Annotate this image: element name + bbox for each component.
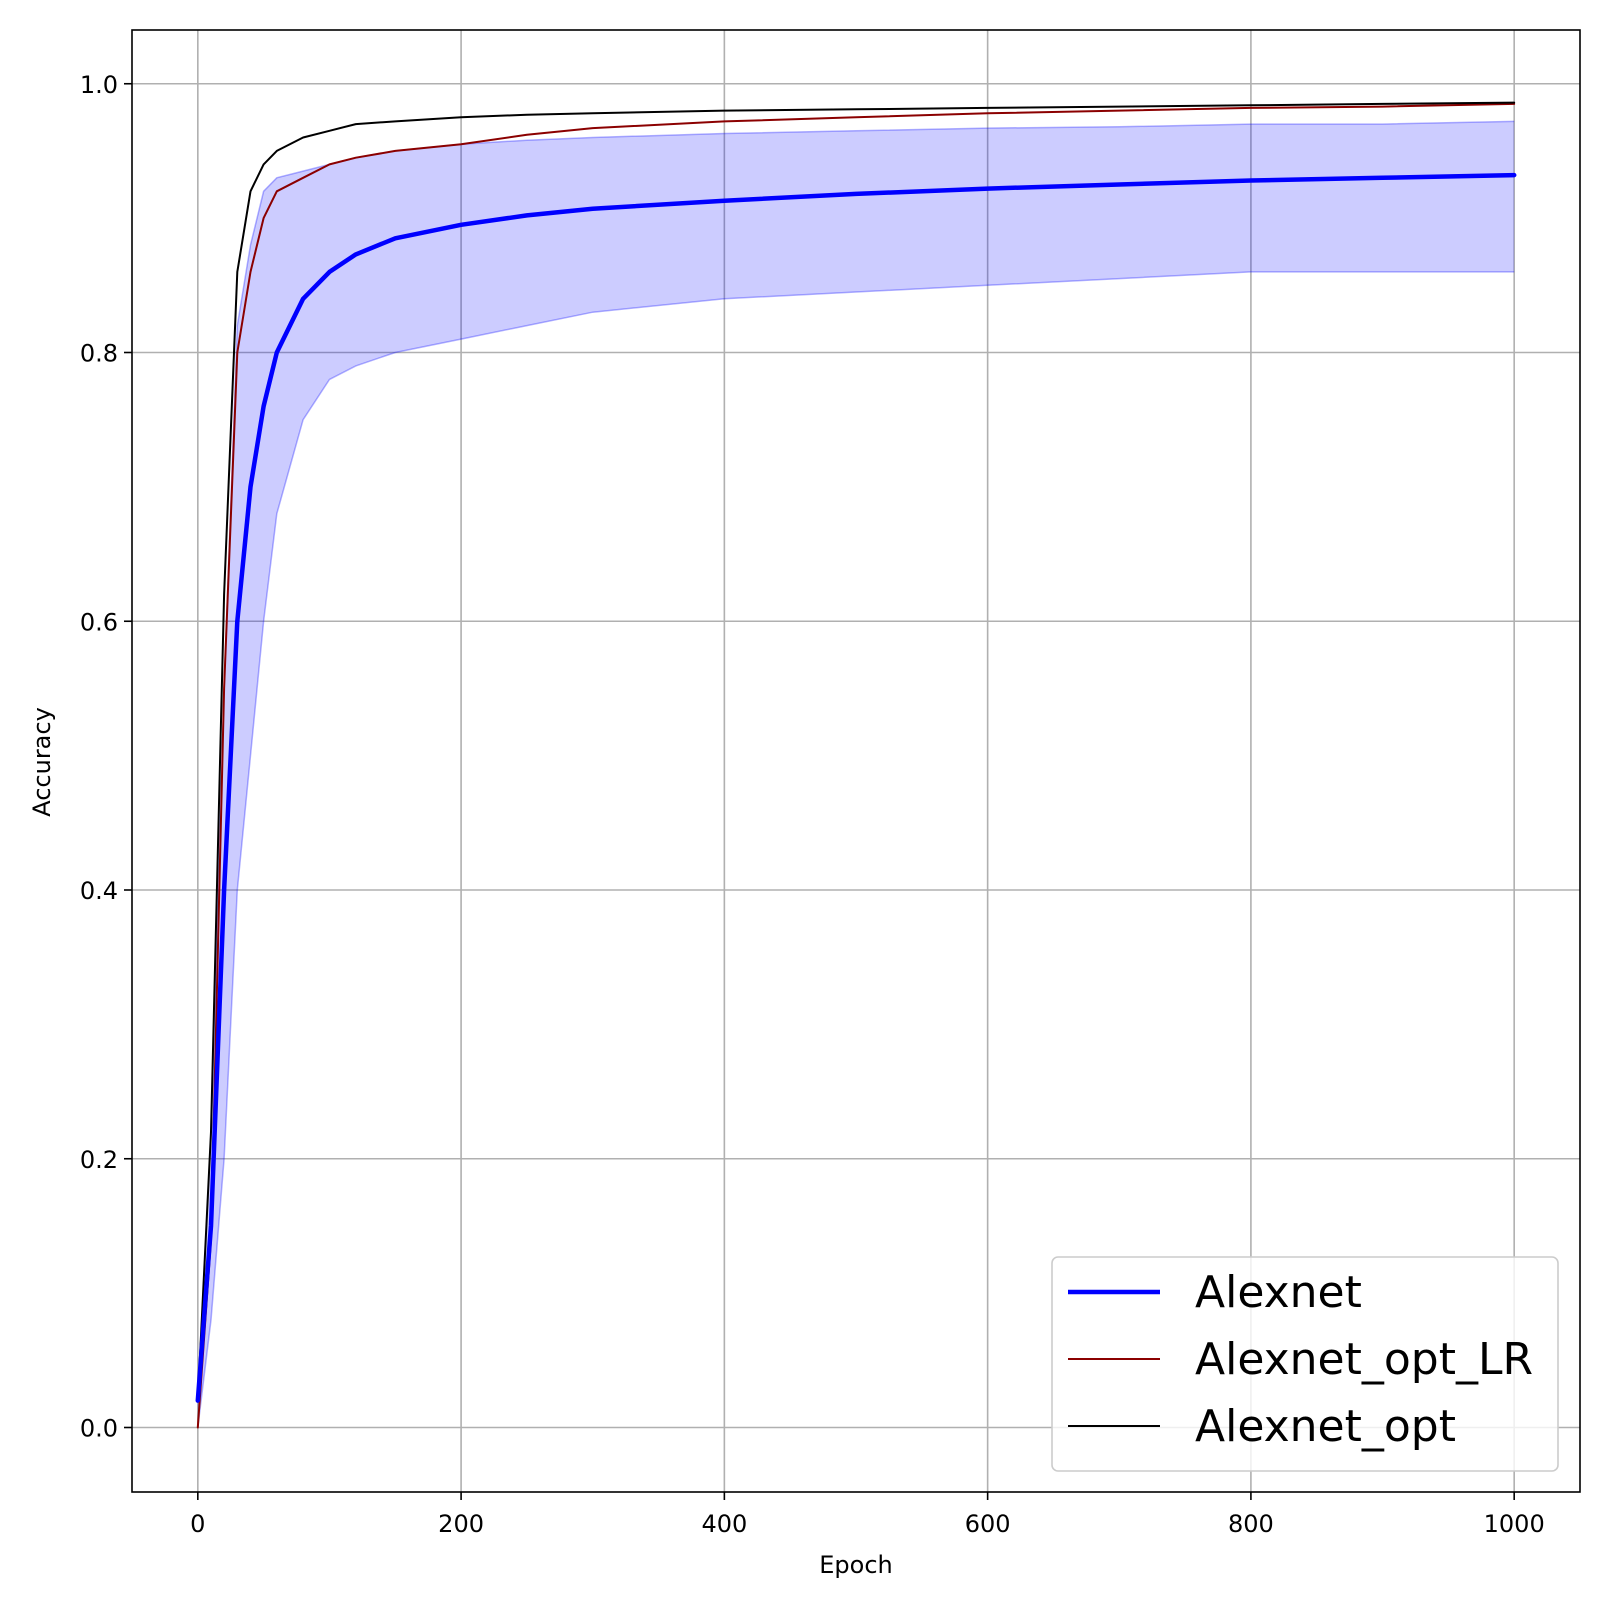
x-tick-label-1000: 1000 [1484, 1510, 1545, 1538]
plot-frame [131, 29, 1581, 1493]
series-lines [195, 101, 1517, 1429]
legend-box [1051, 1256, 1559, 1472]
y-tick-label-4: 0.8 [80, 340, 118, 368]
series-line-alexnet [195, 172, 1517, 1403]
x-axis-label: Epoch [819, 1551, 893, 1579]
band-lower-edge [197, 271, 1515, 1428]
x-tick-label-800: 800 [1228, 1510, 1274, 1538]
x-tick-label-0: 0 [190, 1510, 205, 1538]
legend-label-alexnet-opt: Alexnet_opt [1195, 1401, 1456, 1452]
y-tick-label-5: 1.0 [80, 71, 118, 99]
legend-label-alexnet: Alexnet [1195, 1267, 1362, 1318]
x-tick-label-400: 400 [701, 1510, 747, 1538]
y-tick-label-2: 0.4 [80, 877, 118, 905]
series-line-alexnet-opt-lr [196, 102, 1516, 1429]
y-tick-label-0: 0.0 [80, 1415, 118, 1443]
legend: Alexnet Alexnet_opt_LR Alexnet_opt [1051, 1256, 1559, 1472]
x-tick-label-200: 200 [438, 1510, 484, 1538]
grid [132, 30, 1580, 1492]
legend-label-alexnet-opt-lr: Alexnet_opt_LR [1195, 1334, 1533, 1385]
series-line-alexnet-opt [196, 101, 1516, 1402]
y-axis-label: Accuracy [28, 707, 56, 817]
y-tick-label-3: 0.6 [80, 608, 118, 636]
ticks: 0 200 400 600 800 1000 0.0 0.2 0.4 0.6 0.8 1.0 [80, 71, 1545, 1538]
band-area [197, 121, 1515, 1428]
x-tick-label-600: 600 [965, 1510, 1011, 1538]
y-tick-label-1: 0.2 [80, 1146, 118, 1174]
